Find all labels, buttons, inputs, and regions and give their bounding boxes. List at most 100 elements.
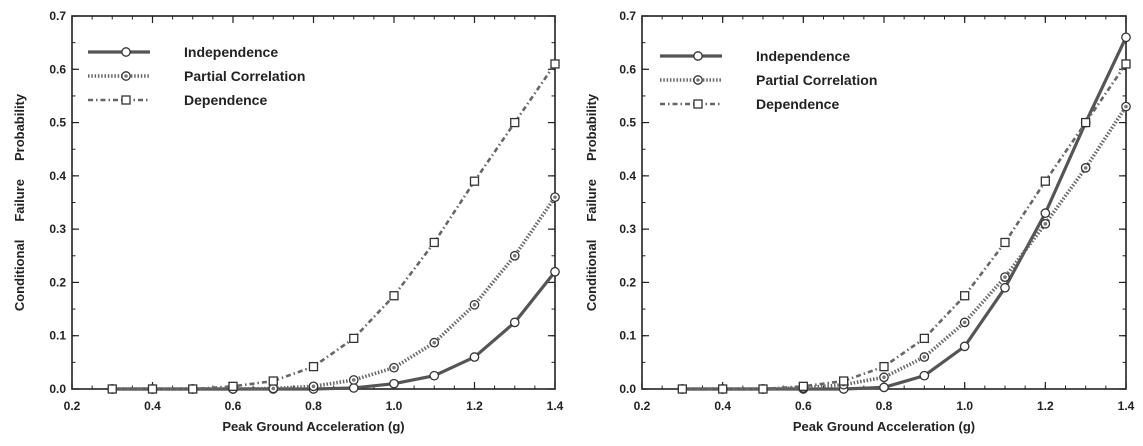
y-tick-label: 0.1	[619, 329, 636, 343]
x-tick-label: 1.0	[386, 399, 403, 413]
series-partial-correlation	[108, 193, 559, 393]
data-point	[430, 238, 438, 246]
x-tick-label: 0.8	[305, 399, 322, 413]
data-point	[551, 60, 559, 68]
x-tick-label: 0.6	[225, 399, 242, 413]
data-point-center	[513, 254, 517, 258]
data-point	[511, 318, 519, 326]
data-point	[390, 292, 398, 300]
data-point-center	[553, 195, 557, 199]
x-tick-label: 0.2	[64, 399, 81, 413]
series-independence	[678, 33, 1130, 393]
data-point-center	[963, 321, 967, 325]
data-point	[920, 371, 928, 379]
legend-label: Dependence	[184, 92, 267, 108]
series-line	[112, 272, 555, 389]
data-point-center	[1124, 105, 1128, 109]
data-point	[430, 371, 438, 379]
y-tick-label: 0.5	[619, 116, 636, 130]
data-point-center	[312, 385, 316, 389]
data-point	[920, 334, 928, 342]
x-axis-label: Peak Ground Acceleration (g)	[222, 419, 404, 434]
series-line	[682, 37, 1126, 389]
series-line	[682, 107, 1126, 389]
data-point-center	[271, 387, 275, 391]
data-point	[1082, 119, 1090, 127]
data-point-center	[696, 78, 700, 82]
x-axis-label: Peak Ground Acceleration (g)	[793, 419, 975, 434]
data-point	[1122, 33, 1130, 41]
data-point	[189, 385, 197, 393]
y-tick-label: 0.0	[619, 382, 636, 396]
data-point	[1122, 60, 1130, 68]
data-point	[694, 100, 702, 108]
y-tick-label: 0.7	[49, 9, 66, 23]
x-tick-label: 0.4	[714, 399, 731, 413]
legend-label: Dependence	[756, 96, 839, 112]
legend-label: Partial Correlation	[184, 68, 305, 84]
data-point	[694, 52, 702, 60]
data-point-center	[1044, 222, 1048, 226]
data-point	[149, 385, 157, 393]
x-tick-label: 1.4	[1118, 399, 1135, 413]
x-tick-label: 0.2	[634, 399, 651, 413]
data-point	[269, 377, 277, 385]
y-axis-label-word: Failure	[584, 179, 599, 222]
x-tick-label: 0.6	[795, 399, 812, 413]
data-point	[1001, 284, 1009, 292]
data-point	[1041, 209, 1049, 217]
y-axis-label-word: Conditional	[584, 240, 599, 312]
series-independence	[108, 268, 559, 394]
x-tick-label: 1.4	[547, 399, 564, 413]
data-point	[880, 383, 888, 391]
data-point	[310, 363, 318, 371]
series-line	[112, 197, 555, 389]
data-point	[1001, 238, 1009, 246]
x-tick-label: 1.0	[956, 399, 973, 413]
plot-frame	[642, 16, 1126, 389]
y-axis-label-word: Probability	[12, 93, 27, 161]
y-tick-label: 0.7	[619, 9, 636, 23]
y-axis-label-word: Probability	[584, 93, 599, 161]
x-tick-label: 0.8	[876, 399, 893, 413]
data-point	[799, 382, 807, 390]
data-point	[122, 96, 130, 104]
plot-frame	[72, 16, 555, 389]
data-point-center	[882, 375, 886, 379]
y-tick-label: 0.2	[619, 275, 636, 289]
data-point-center	[352, 378, 356, 382]
x-tick-label: 1.2	[1037, 399, 1054, 413]
y-tick-label: 0.0	[49, 382, 66, 396]
data-point	[511, 119, 519, 127]
series-partial-correlation	[678, 102, 1130, 393]
data-point-center	[432, 341, 436, 345]
y-axis-label: Conditional Failure Probability	[12, 93, 27, 311]
data-point	[960, 342, 968, 350]
data-point-center	[473, 303, 477, 307]
chart-panel-1: 0.2 0.4 0.6 0.8 1.0 1.2 1.4 0.0 0.1 0.2 0.3 0.4 0.5 0…	[12, 9, 564, 434]
data-point-center	[1084, 166, 1088, 170]
y-tick-label: 0.2	[49, 275, 66, 289]
y-tick-label: 0.1	[49, 329, 66, 343]
data-point	[471, 177, 479, 185]
series-dependence	[678, 60, 1130, 393]
y-tick-label: 0.4	[619, 169, 636, 183]
x-tick-label: 1.2	[466, 399, 483, 413]
data-point	[1041, 177, 1049, 185]
data-point	[678, 385, 686, 393]
legend-label: Independence	[756, 48, 850, 64]
y-axis-label-word: Conditional	[12, 240, 27, 312]
data-point-center	[124, 74, 128, 78]
y-tick-label: 0.6	[619, 62, 636, 76]
y-tick-label: 0.5	[49, 116, 66, 130]
data-point-center	[923, 355, 927, 359]
legend-label: Partial Correlation	[756, 72, 877, 88]
data-point	[759, 385, 767, 393]
y-axis-label: Conditional Failure Probability	[584, 93, 599, 311]
series-line	[682, 64, 1126, 389]
chart-panel-2: 0.2 0.4 0.6 0.8 1.0 1.2 1.4 0.0 0.1 0.2 0.3 0.4 0.5 0…	[584, 9, 1135, 434]
y-tick-label: 0.3	[49, 222, 66, 236]
data-point	[390, 379, 398, 387]
data-point-center	[392, 366, 396, 370]
